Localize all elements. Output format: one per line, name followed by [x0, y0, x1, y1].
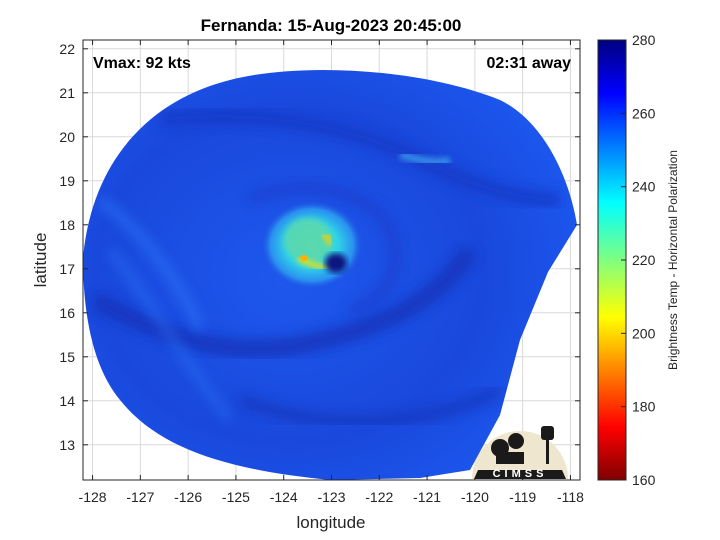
y-tick-label: 22	[59, 41, 75, 57]
colorbar-tick-label: 280	[632, 32, 656, 48]
colorbar-ticks: 160 180 200 220 240 260 280	[621, 32, 656, 488]
time-offset-annotation: 02:31 away	[486, 55, 571, 72]
y-tick-label: 13	[59, 437, 75, 453]
y-tick-label: 16	[59, 305, 75, 321]
colorbar-label: Brightness Temp - Horizontal Polarizatio…	[666, 150, 680, 370]
x-tick-label: -126	[174, 489, 202, 505]
x-tick-label: -122	[365, 489, 393, 505]
colorbar-tick-label: 260	[632, 105, 656, 121]
colorbar-tick-label: 200	[632, 325, 656, 341]
y-tick-label: 17	[59, 261, 75, 277]
chart-title: Fernanda: 15-Aug-2023 20:45:00	[201, 16, 462, 35]
colorbar-tick-label: 160	[632, 472, 656, 488]
cimss-logo: CIMSS	[472, 426, 568, 480]
y-tick-label: 15	[59, 349, 75, 365]
colorbar: 160 180 200 220 240 260 280 Brightness Temp - …	[597, 32, 680, 488]
y-tick-label: 19	[59, 173, 75, 189]
x-tick-label: -121	[413, 489, 441, 505]
y-tick-label: 21	[59, 85, 75, 101]
x-axis: -128 -127 -126 -125 -124 -123 -122 -121 -120 -119…	[79, 40, 584, 505]
vmax-annotation: Vmax: 92 kts	[93, 55, 191, 72]
colorbar-tick-label: 180	[632, 399, 656, 415]
x-axis-label: longitude	[296, 513, 365, 532]
brightness-temp-image	[83, 69, 577, 480]
x-tick-label: -120	[461, 489, 489, 505]
x-tick-label: -127	[126, 489, 154, 505]
logo-text: CIMSS	[493, 468, 548, 480]
y-tick-label: 14	[59, 393, 75, 409]
y-axis: 13 14 15 16 17 18 19 20 21 22	[59, 41, 580, 453]
x-tick-label: -128	[79, 489, 107, 505]
y-tick-label: 18	[59, 217, 75, 233]
y-axis-label: latitude	[31, 233, 50, 288]
x-tick-label: -125	[222, 489, 250, 505]
y-tick-label: 20	[59, 129, 75, 145]
colorbar-tick-label: 240	[632, 179, 656, 195]
x-tick-label: -124	[270, 489, 298, 505]
colorbar-tick-label: 220	[632, 252, 656, 268]
x-tick-label: -119	[509, 489, 536, 505]
x-tick-label: -118	[557, 489, 584, 505]
x-tick-label: -123	[317, 489, 345, 505]
